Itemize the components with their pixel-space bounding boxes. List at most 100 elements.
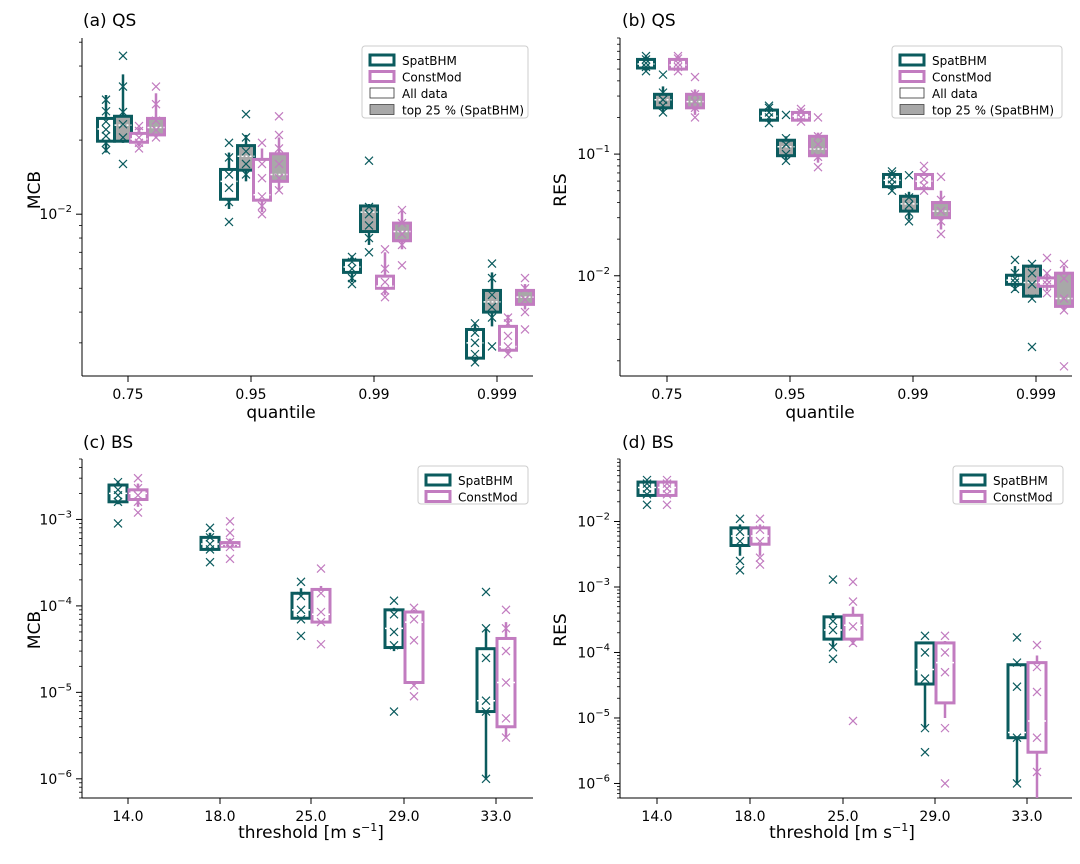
box-spatbhm-all: [342, 252, 362, 289]
data-point-x-marker: [113, 477, 123, 487]
data-point-x-marker: [658, 108, 668, 117]
data-point-x-marker: [487, 259, 497, 268]
y-tick-label: 10−3: [39, 509, 72, 528]
data-point-x-marker: [690, 72, 700, 82]
data-point-x-marker: [501, 623, 511, 633]
data-point-x-marker: [781, 133, 791, 143]
data-point-x-marker: [274, 185, 284, 195]
data-point-x-marker: [641, 66, 651, 76]
data-point-x-marker: [347, 264, 357, 274]
panel-a: (a) QS MCB quantile 10−2 0.75 0.95 0.99 0.99…: [25, 11, 535, 423]
panel-b: (b) QS RES quantile 10−2 10−1 0.75 0.95 0.99…: [551, 11, 1074, 423]
data-point-x-marker: [642, 475, 652, 485]
data-point-x-marker: [764, 103, 774, 113]
box-spatbhm-all: [822, 575, 844, 664]
legend-swatch: [898, 53, 926, 67]
data-point-x-marker: [409, 614, 419, 624]
data-point-x-marker: [118, 119, 128, 129]
data-point-x-marker: [1032, 733, 1042, 743]
legend-swatch: [424, 473, 452, 487]
data-point-x-marker: [1010, 255, 1020, 265]
data-point-x-marker: [755, 560, 765, 569]
box-spatbhm-all: [882, 167, 902, 196]
data-point-x-marker: [904, 208, 914, 218]
box-body: [931, 201, 951, 220]
panel-c-title: (c) BS: [83, 433, 133, 453]
box-constmod-all: [498, 313, 518, 359]
legend-swatch: [959, 473, 987, 487]
data-point-x-marker: [1027, 259, 1037, 269]
panel-c-ylabel: MCB: [25, 611, 45, 649]
data-point-x-marker: [641, 54, 651, 64]
data-point-x-marker: [1059, 305, 1069, 315]
data-point-x-marker: [470, 357, 480, 367]
data-point-x-marker: [133, 490, 143, 500]
box-spatbhm-all: [1005, 255, 1025, 294]
data-point-x-marker: [380, 292, 390, 302]
box-constmod-all: [129, 121, 149, 153]
data-point-x-marker: [1010, 278, 1020, 287]
data-point-x-marker: [224, 197, 234, 207]
data-point-x-marker: [658, 88, 668, 98]
y-tick-label: 10−2: [577, 266, 610, 285]
data-point-x-marker: [796, 117, 806, 127]
data-point-x-marker: [1012, 779, 1022, 788]
data-point-x-marker: [134, 133, 144, 142]
box-spatbhm-top25: [236, 109, 256, 182]
data-point-x-marker: [316, 607, 326, 617]
data-point-x-marker: [735, 527, 745, 537]
panel-b-ylabel: RES: [551, 173, 571, 206]
data-point-x-marker: [296, 631, 306, 641]
data-point-x-marker: [274, 144, 284, 153]
x-tick-label: 0.95: [235, 387, 266, 403]
data-point-x-marker: [887, 170, 897, 179]
data-point-x-marker: [241, 159, 251, 169]
legend-swatch: [368, 53, 396, 67]
data-point-x-marker: [1012, 733, 1022, 743]
data-point-x-marker: [735, 514, 745, 524]
data-point-x-marker: [470, 349, 480, 359]
data-point-x-marker: [389, 627, 399, 637]
box-constmod-top25: [1054, 259, 1074, 371]
data-point-x-marker: [257, 138, 267, 148]
data-point-x-marker: [151, 133, 161, 142]
box-body: [465, 327, 485, 360]
data-point-x-marker: [501, 713, 511, 723]
data-point-x-marker: [118, 82, 128, 92]
box-spatbhm-all: [199, 523, 221, 567]
data-point-x-marker: [673, 54, 683, 63]
box-spatbhm-top25: [653, 70, 673, 117]
data-point-x-marker: [501, 733, 511, 742]
panel-c: (c) BS MCB threshold [m s−1] 10−6 10−5 10−…: [25, 433, 533, 843]
data-point-x-marker: [904, 200, 914, 210]
box-constmod-all: [656, 475, 678, 510]
data-point-x-marker: [257, 192, 267, 201]
data-point-x-marker: [1042, 279, 1052, 289]
data-point-x-marker: [781, 140, 791, 149]
data-point-x-marker: [380, 244, 390, 254]
data-point-x-marker: [487, 313, 497, 323]
data-point-x-marker: [364, 202, 374, 212]
data-point-x-marker: [690, 113, 700, 122]
legend-label: ConstMod: [458, 491, 518, 505]
data-point-x-marker: [241, 146, 251, 156]
x-tick-label: 0.75: [112, 387, 143, 403]
data-point-x-marker: [520, 325, 530, 334]
data-point-x-marker: [904, 216, 914, 226]
data-point-x-marker: [1042, 268, 1052, 278]
data-point-x-marker: [764, 101, 774, 111]
data-point-x-marker: [848, 716, 858, 726]
data-point-x-marker: [813, 140, 823, 149]
legend-label: ConstMod: [402, 71, 462, 85]
data-point-x-marker: [380, 285, 390, 295]
data-point-x-marker: [1027, 342, 1037, 352]
data-point-x-marker: [828, 625, 838, 635]
data-point-x-marker: [781, 149, 791, 159]
data-point-x-marker: [224, 170, 234, 179]
box-spatbhm-all: [1006, 632, 1028, 788]
y-tick-label: 10−2: [39, 204, 72, 223]
box-constmod-all: [914, 161, 934, 196]
legend-label: SpatBHM: [993, 474, 1048, 488]
box-body: [914, 641, 936, 686]
data-point-x-marker: [919, 168, 929, 178]
